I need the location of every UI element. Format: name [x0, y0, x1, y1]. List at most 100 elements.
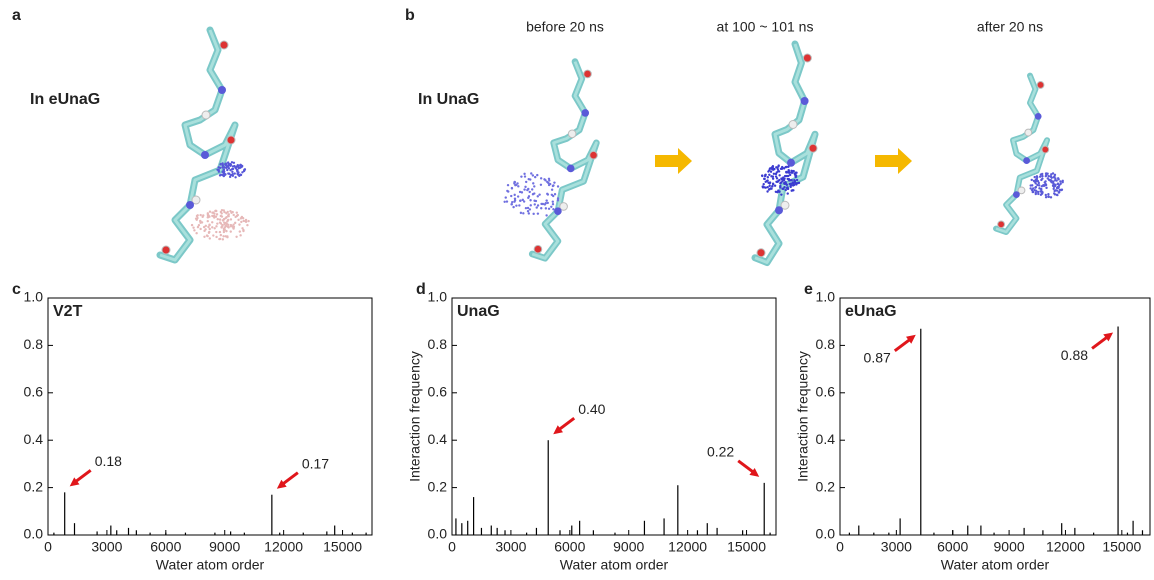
atom — [780, 200, 790, 210]
water-dot — [208, 227, 211, 231]
x-axis-label: Water atom order — [941, 557, 1050, 573]
water-dot — [544, 207, 548, 210]
atom — [567, 129, 577, 139]
water-dot — [1040, 187, 1043, 191]
water-dot — [225, 216, 228, 219]
water-dot — [776, 168, 780, 171]
value-label: 0.87 — [864, 350, 891, 366]
water-dot — [216, 218, 219, 221]
water-dot — [516, 182, 519, 185]
water-dot — [227, 214, 230, 217]
water-dot — [768, 169, 771, 172]
water-dot — [793, 178, 796, 182]
water-dot — [520, 191, 524, 194]
water-dot — [785, 171, 788, 174]
water-dot — [1046, 172, 1049, 175]
water-dot — [1037, 184, 1041, 187]
water-dot — [771, 185, 774, 188]
annotation-arrow — [737, 459, 756, 475]
water-dot — [1037, 192, 1040, 196]
water-dot — [510, 203, 513, 206]
water-dot — [527, 195, 531, 198]
plot-frame — [839, 297, 1151, 536]
value-label: 0.17 — [302, 455, 329, 471]
water-dot — [550, 188, 554, 191]
water-dot — [230, 161, 234, 164]
y-axis-label: Interaction frequency — [407, 351, 423, 482]
water-dot — [536, 195, 539, 198]
water-dot — [235, 211, 238, 214]
water-dot — [218, 230, 222, 234]
water-dot — [1035, 189, 1038, 193]
molecule-bond-shade — [159, 29, 237, 262]
water-dot — [196, 225, 200, 229]
x-tick-label: 0 — [836, 539, 844, 555]
water-dot — [796, 181, 799, 185]
water-dot — [513, 193, 516, 197]
water-dot — [194, 217, 198, 220]
water-dot — [241, 227, 244, 230]
water-dot — [212, 234, 215, 237]
water-dot — [520, 175, 523, 178]
atom — [583, 69, 592, 79]
water-dot — [240, 220, 243, 224]
yellow-arrow — [655, 148, 692, 174]
molecule-bond-shade — [754, 43, 817, 264]
water-dot — [771, 182, 775, 185]
water-dot — [1035, 177, 1039, 181]
water-dot — [779, 184, 782, 188]
water-dot — [1053, 175, 1056, 178]
stage-label: before 20 ns — [526, 19, 604, 35]
water-dot — [552, 208, 555, 211]
water-dot — [762, 183, 765, 186]
water-dot — [1034, 191, 1038, 195]
water-dot — [533, 192, 536, 195]
water-dot — [774, 172, 778, 176]
water-dot — [512, 205, 515, 209]
atom — [1034, 113, 1042, 120]
water-dot — [217, 168, 221, 172]
water-dot — [511, 200, 514, 204]
water-dot — [532, 182, 535, 185]
water-dot — [229, 218, 233, 221]
water-dot — [232, 161, 236, 164]
water-dot — [1058, 190, 1061, 194]
water-dot — [510, 187, 514, 190]
annotation-arrowhead — [553, 425, 564, 435]
stage-label: at 100 ~ 101 ns — [717, 19, 814, 35]
atom — [219, 40, 229, 50]
water-dot — [241, 171, 244, 174]
water-dot — [1037, 181, 1040, 185]
water-dot — [779, 182, 782, 185]
water-dot — [539, 177, 543, 180]
water-dot — [788, 173, 792, 177]
water-dot — [242, 219, 245, 223]
water-dot — [215, 230, 218, 234]
water-dot — [220, 215, 224, 218]
water-dot — [1036, 190, 1040, 194]
water-dot — [204, 224, 208, 228]
water-dot — [766, 179, 769, 182]
water-dot — [533, 203, 536, 206]
atom — [161, 245, 171, 255]
water-dot — [1052, 184, 1055, 187]
water-dot — [208, 223, 211, 227]
annotation-arrowhead — [276, 479, 287, 489]
annotation-arrow — [557, 417, 576, 432]
water-dot — [776, 180, 779, 184]
water-dot — [768, 173, 771, 176]
water-dot — [219, 233, 223, 237]
atom — [997, 220, 1005, 229]
water-dot — [524, 180, 528, 184]
water-dot — [550, 205, 553, 208]
water-dot — [523, 172, 526, 176]
x-tick-label: 0 — [44, 539, 52, 555]
water-dot — [513, 200, 516, 203]
annotation-arrowhead — [749, 467, 760, 477]
water-dot — [522, 212, 525, 215]
water-dot — [790, 169, 793, 173]
annotation-arrow — [893, 337, 912, 353]
water-dot — [1049, 196, 1053, 199]
water-dot — [553, 181, 556, 184]
